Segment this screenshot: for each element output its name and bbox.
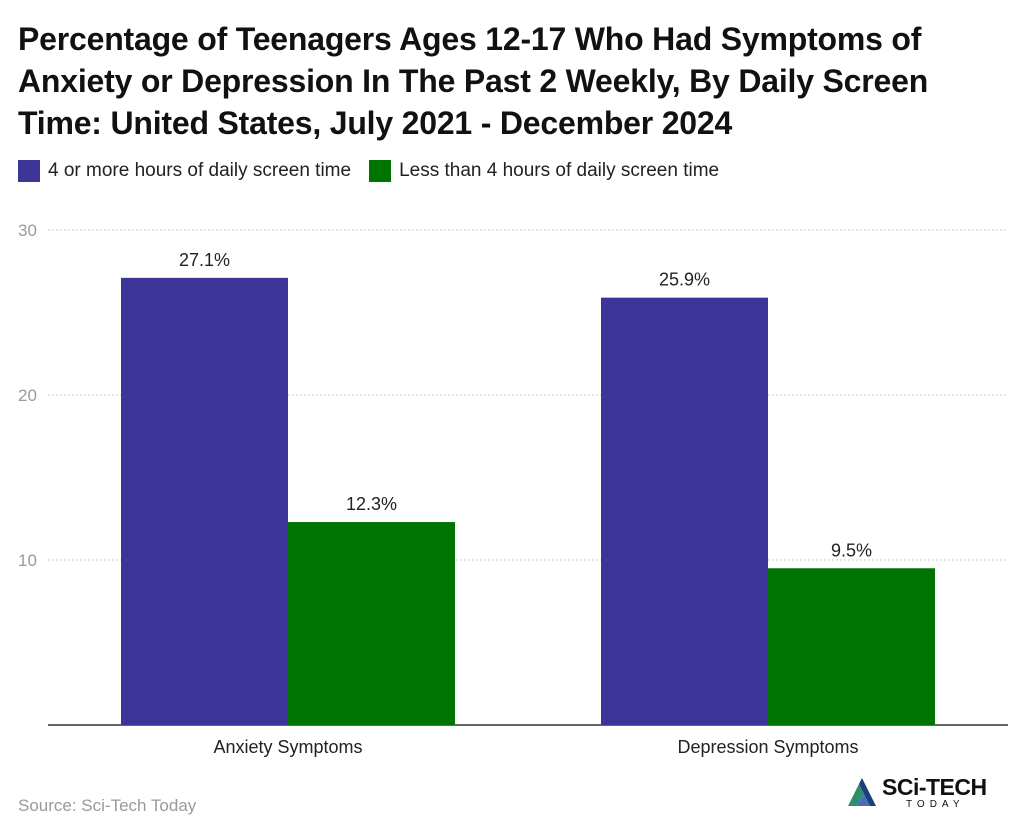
data-label-1-1: 27.1% [179, 250, 230, 270]
legend-item-series-2: Less than 4 hours of daily screen time [369, 160, 719, 182]
legend-swatch-series-1 [18, 160, 40, 182]
logo-text: SCi-TECH TODAY [882, 776, 987, 810]
y-tick-label-20: 20 [18, 386, 37, 405]
data-label-1-2: 25.9% [659, 270, 710, 290]
bar-2-2 [768, 568, 935, 725]
chart-legend: 4 or more hours of daily screen time Les… [18, 160, 737, 182]
legend-label-series-1: 4 or more hours of daily screen time [48, 160, 352, 181]
logo-mark-icon [848, 778, 876, 806]
legend-item-series-1: 4 or more hours of daily screen time [18, 160, 351, 182]
source-note: Source: Sci-Tech Today [18, 796, 197, 815]
sci-tech-logo: SCi-TECH TODAY [846, 776, 987, 810]
bar-1-1 [121, 277, 288, 725]
y-tick-label-10: 10 [18, 551, 37, 570]
x-category-label-2: Depression Symptoms [677, 737, 858, 757]
bar-2-1 [288, 522, 455, 725]
chart-title: Percentage of Teenagers Ages 12-17 Who H… [18, 21, 929, 141]
logo-sub-text: TODAY [906, 799, 965, 810]
bar-1-2 [601, 297, 768, 725]
y-tick-label-30: 30 [18, 221, 37, 240]
data-label-2-2: 9.5% [831, 540, 872, 560]
x-category-label-1: Anxiety Symptoms [213, 737, 362, 757]
data-label-2-1: 12.3% [346, 494, 397, 514]
logo-main-text: SCi-TECH [882, 774, 987, 800]
legend-label-series-2: Less than 4 hours of daily screen time [399, 160, 720, 181]
legend-swatch-series-2 [369, 160, 392, 182]
